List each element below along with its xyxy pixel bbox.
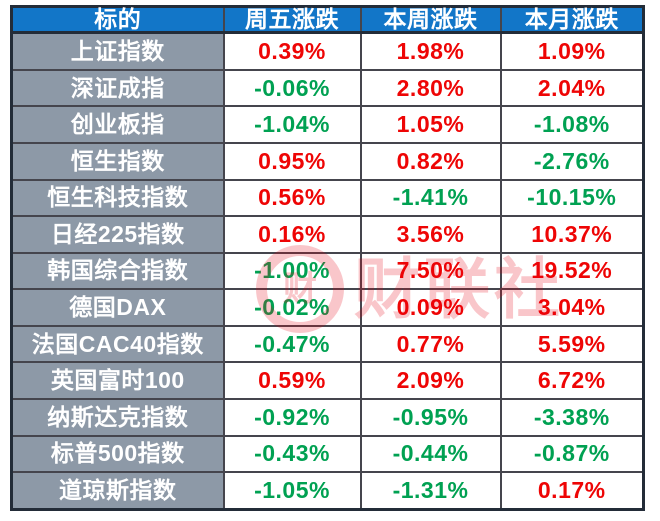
row-label: 创业板指 — [10, 105, 225, 144]
row-label: 韩国综合指数 — [10, 251, 225, 291]
data-table: 标的 周五涨跌 本周涨跌 本月涨跌 上证指数 0.39% 1.98% 1.09% 深证成指 -0… — [10, 5, 645, 511]
value-cell: -0.47% — [222, 324, 362, 364]
table-body: 上证指数 0.39% 1.98% 1.09% 深证成指 -0.06% 2.80% 2.04% 创… — [10, 31, 645, 511]
value-cell: 10.37% — [499, 215, 645, 254]
value-cell: 3.56% — [359, 215, 502, 254]
value-cell: 0.95% — [222, 141, 362, 181]
value-cell: 0.56% — [222, 178, 362, 218]
value-cell: 1.98% — [359, 31, 502, 71]
column-header-1: 周五涨跌 — [222, 5, 362, 34]
value-cell: 0.17% — [499, 471, 645, 511]
row-label: 德国DAX — [10, 288, 225, 327]
table-row: 标普500指数 -0.43% -0.44% -0.87% — [10, 434, 645, 474]
value-cell: -0.92% — [222, 398, 362, 437]
row-label: 法国CAC40指数 — [10, 324, 225, 364]
value-cell: 19.52% — [499, 251, 645, 291]
row-label: 道琼斯指数 — [10, 471, 225, 511]
value-cell: -1.05% — [222, 471, 362, 511]
table-row: 恒生指数 0.95% 0.82% -2.76% — [10, 141, 645, 181]
table-row: 英国富时100 0.59% 2.09% 6.72% — [10, 361, 645, 400]
row-label: 纳斯达克指数 — [10, 398, 225, 437]
column-header-2: 本周涨跌 — [359, 5, 502, 34]
value-cell: 2.04% — [499, 68, 645, 108]
index-performance-table: 标的 周五涨跌 本周涨跌 本月涨跌 上证指数 0.39% 1.98% 1.09% 深证成指 -0… — [10, 5, 645, 511]
value-cell: 0.16% — [222, 215, 362, 254]
value-cell: 3.04% — [499, 288, 645, 327]
value-cell: 0.59% — [222, 361, 362, 400]
table-row: 韩国综合指数 -1.00% 7.50% 19.52% — [10, 251, 645, 291]
table-row: 德国DAX -0.02% 0.09% 3.04% — [10, 288, 645, 327]
value-cell: -0.44% — [359, 434, 502, 474]
table-row: 法国CAC40指数 -0.47% 0.77% 5.59% — [10, 324, 645, 364]
table-row: 恒生科技指数 0.56% -1.41% -10.15% — [10, 178, 645, 218]
value-cell: 7.50% — [359, 251, 502, 291]
row-label: 深证成指 — [10, 68, 225, 108]
value-cell: -2.76% — [499, 141, 645, 181]
value-cell: 6.72% — [499, 361, 645, 400]
value-cell: -0.02% — [222, 288, 362, 327]
value-cell: -1.41% — [359, 178, 502, 218]
row-label: 英国富时100 — [10, 361, 225, 400]
row-label: 标普500指数 — [10, 434, 225, 474]
value-cell: 2.09% — [359, 361, 502, 400]
row-label: 恒生科技指数 — [10, 178, 225, 218]
row-label: 恒生指数 — [10, 141, 225, 181]
value-cell: 0.82% — [359, 141, 502, 181]
column-header-3: 本月涨跌 — [499, 5, 645, 34]
value-cell: 1.05% — [359, 105, 502, 144]
value-cell: -0.87% — [499, 434, 645, 474]
table-row: 上证指数 0.39% 1.98% 1.09% — [10, 31, 645, 71]
value-cell: 1.09% — [499, 31, 645, 71]
value-cell: 0.77% — [359, 324, 502, 364]
value-cell: -1.31% — [359, 471, 502, 511]
column-header-0: 标的 — [10, 5, 225, 34]
value-cell: 2.80% — [359, 68, 502, 108]
table-row: 道琼斯指数 -1.05% -1.31% 0.17% — [10, 471, 645, 511]
value-cell: -1.00% — [222, 251, 362, 291]
table-row: 深证成指 -0.06% 2.80% 2.04% — [10, 68, 645, 108]
row-label: 日经225指数 — [10, 215, 225, 254]
value-cell: -0.06% — [222, 68, 362, 108]
value-cell: -0.43% — [222, 434, 362, 474]
table-row: 纳斯达克指数 -0.92% -0.95% -3.38% — [10, 398, 645, 437]
value-cell: -0.95% — [359, 398, 502, 437]
row-label: 上证指数 — [10, 31, 225, 71]
value-cell: 5.59% — [499, 324, 645, 364]
value-cell: -10.15% — [499, 178, 645, 218]
header-row: 标的 周五涨跌 本周涨跌 本月涨跌 — [10, 5, 645, 34]
table-row: 日经225指数 0.16% 3.56% 10.37% — [10, 215, 645, 254]
value-cell: -1.04% — [222, 105, 362, 144]
table-row: 创业板指 -1.04% 1.05% -1.08% — [10, 105, 645, 144]
value-cell: -3.38% — [499, 398, 645, 437]
value-cell: -1.08% — [499, 105, 645, 144]
value-cell: 0.39% — [222, 31, 362, 71]
value-cell: 0.09% — [359, 288, 502, 327]
